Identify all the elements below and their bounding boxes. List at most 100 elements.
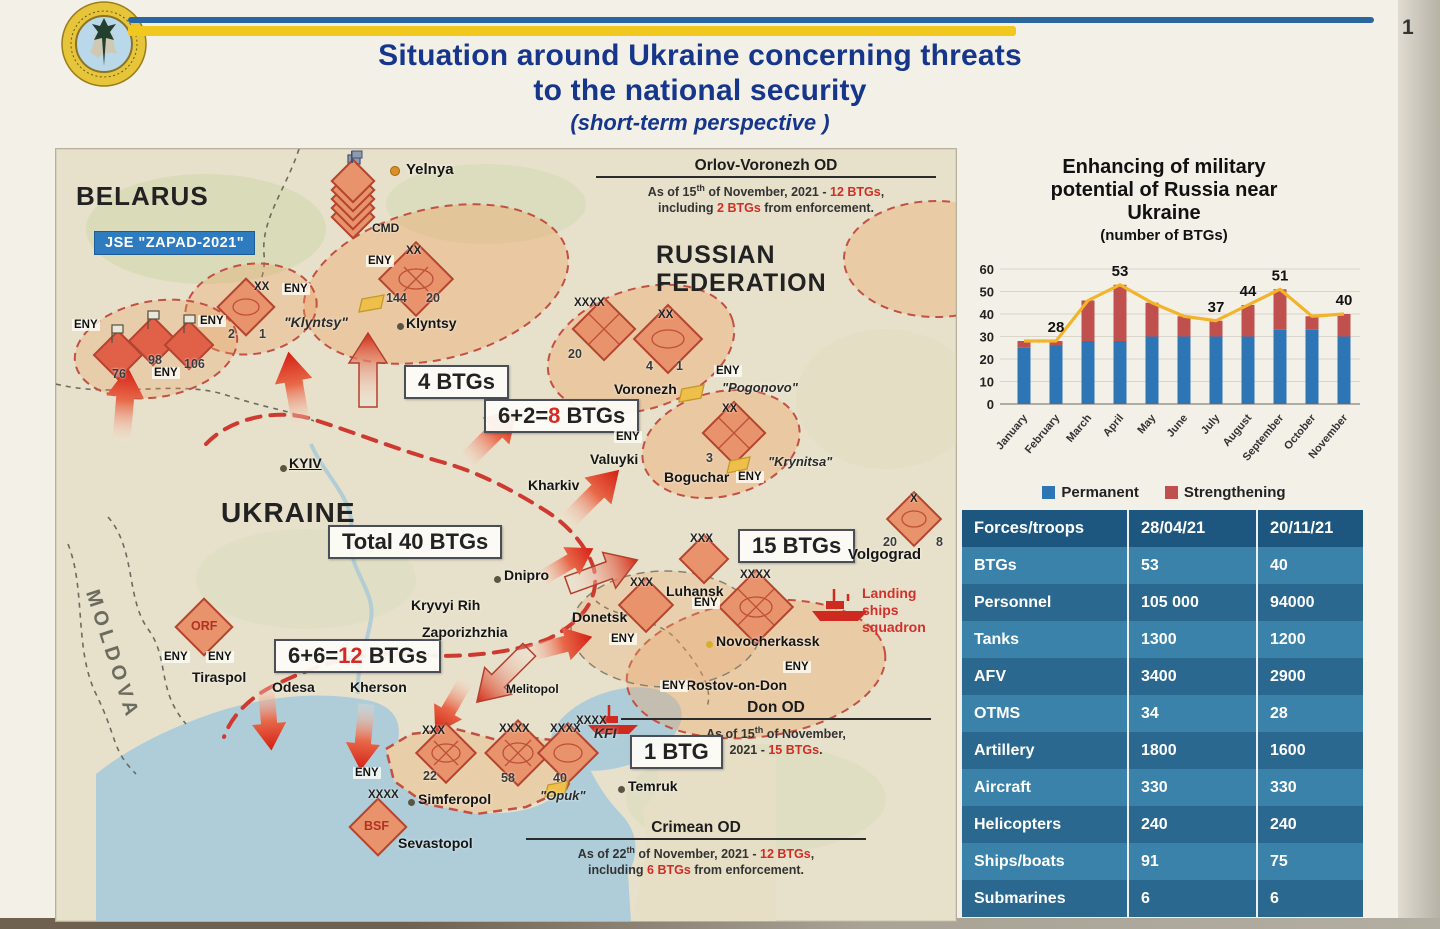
echelon-xxx: XXX xyxy=(630,577,654,589)
city-kyiv: KYIV xyxy=(289,455,322,471)
callout-title: Don OD xyxy=(621,699,931,720)
map-panel: BELARUS UKRAINE RUSSIAN FEDERATION MOLDO… xyxy=(55,148,957,922)
flag-icon-top xyxy=(351,150,363,163)
area-pogonovo: "Pogonovo" xyxy=(722,380,798,395)
city-kryvyi-rih: Kryvyi Rih xyxy=(411,597,481,613)
eny-label: ENY xyxy=(366,255,394,267)
box-8-btgs: 6+2=8 BTGs xyxy=(484,399,640,433)
eny-label: ENY xyxy=(692,597,720,609)
unit-number: 1 xyxy=(259,327,266,341)
table-row: Tanks 1300 1200 xyxy=(962,621,1363,658)
callout-crimean: Crimean OD As of 22th of November, 2021 … xyxy=(526,819,866,878)
table-row: Helicopters 240 240 xyxy=(962,806,1363,843)
table-row: Ships/boats 91 75 xyxy=(962,843,1363,880)
cell-label: Personnel xyxy=(962,584,1129,621)
data-label: 40 xyxy=(1336,292,1353,309)
label-cmd: CMD xyxy=(372,221,400,235)
forces-table: Forces/troops 28/04/21 20/11/21 BTGs 53 40… xyxy=(962,510,1363,917)
cell-label: Submarines xyxy=(962,880,1129,917)
cell-label: AFV xyxy=(962,658,1129,695)
unit-markers xyxy=(92,150,943,857)
y-tick-label: 0 xyxy=(987,397,994,412)
bar-strengthening xyxy=(1273,289,1287,330)
y-tick-label: 40 xyxy=(980,307,994,322)
label-russia-2: FEDERATION xyxy=(656,269,827,297)
city-luhansk: Luhansk xyxy=(666,583,724,599)
cell-label: Artillery xyxy=(962,732,1129,769)
strengthening-swatch xyxy=(1164,486,1178,499)
cell-label: Tanks xyxy=(962,621,1129,658)
bar-permanent xyxy=(1337,336,1351,404)
permanent-swatch xyxy=(1042,486,1056,499)
cell-value: 1300 xyxy=(1129,621,1258,658)
forces-table-body: BTGs 53 40 Personnel 105 000 94000 Tanks 1300 12… xyxy=(962,547,1363,917)
page-number: 1 xyxy=(1402,16,1414,39)
chart-title: Enhancing of military potential of Russi… xyxy=(968,156,1360,246)
cell-value: 3400 xyxy=(1129,658,1258,695)
echelon-xxx: XXX xyxy=(422,725,446,737)
y-tick-label: 10 xyxy=(980,375,994,390)
y-tick-label: 60 xyxy=(980,262,994,277)
cell-label: Aircraft xyxy=(962,769,1129,806)
month-label: August xyxy=(1221,412,1255,449)
echelon-xxxx: XXXX xyxy=(740,569,771,581)
echelon-x: X xyxy=(910,493,918,505)
city-valuyki: Valuyki xyxy=(590,451,639,467)
title-line-2: to the national security xyxy=(533,74,867,107)
bar-strengthening xyxy=(1209,320,1223,337)
title-line-1: Situation around Ukraine concerning thre… xyxy=(378,39,1022,72)
city-kherson: Kherson xyxy=(350,679,407,695)
chart-title-line: potential of Russia near xyxy=(1050,179,1278,201)
ship-icon-kfi xyxy=(588,705,638,734)
echelon-xx: XX xyxy=(658,309,674,321)
eny-label: ENY xyxy=(614,431,642,443)
data-label: 44 xyxy=(1240,283,1257,300)
data-label: 53 xyxy=(1112,263,1129,280)
black-sea xyxy=(96,695,636,921)
data-label: 51 xyxy=(1272,267,1289,284)
unit-number: 20 xyxy=(426,291,440,305)
flag-icons xyxy=(111,310,196,343)
cell-value: 330 xyxy=(1129,769,1258,806)
bar-permanent xyxy=(1209,336,1223,404)
data-label: 37 xyxy=(1208,299,1225,316)
city-zaporizhzhia: Zaporizhzhia xyxy=(422,624,508,640)
training-area-markers xyxy=(358,294,751,798)
month-label: March xyxy=(1064,412,1094,445)
box-12-btgs: 6+6=12 BTGs xyxy=(274,639,442,673)
legend-permanent: Permanent xyxy=(1042,484,1139,501)
area-klyntsy: "Klyntsy" xyxy=(284,314,348,330)
bar-strengthening xyxy=(1145,302,1159,337)
city-simferopol: Simferopol xyxy=(418,791,492,807)
eny-label: ENY xyxy=(736,471,764,483)
chart-title-line: Enhancing of military xyxy=(1062,156,1266,178)
legend-strengthening: Strengthening xyxy=(1164,484,1286,501)
cell-label: OTMS xyxy=(962,695,1129,732)
unit-number: 3 xyxy=(706,451,713,465)
y-tick-label: 30 xyxy=(980,330,994,345)
month-label: June xyxy=(1165,412,1191,439)
cell-label: BTGs xyxy=(962,547,1129,584)
cell-value: 91 xyxy=(1129,843,1258,880)
bar-strengthening xyxy=(1113,284,1127,341)
bar-strengthening xyxy=(1305,316,1319,330)
table-row: AFV 3400 2900 xyxy=(962,658,1363,695)
city-dot xyxy=(390,166,400,176)
y-tick-label: 20 xyxy=(980,352,994,367)
bar-permanent xyxy=(1145,336,1159,404)
cell-value: 94000 xyxy=(1270,593,1315,611)
bar-strengthening xyxy=(1241,305,1255,337)
echelon-xxxx: XXXX xyxy=(368,789,399,801)
intelligence-agency-logo xyxy=(61,1,147,87)
city-rostov: Rostov-on-Don xyxy=(686,677,788,693)
label-kfi: KFI xyxy=(594,725,617,741)
unit-number: 8 xyxy=(936,535,943,549)
label-ukraine: UKRAINE xyxy=(221,497,356,528)
unit-number: 40 xyxy=(553,771,567,785)
callout-orlov-voronezh: Orlov-Voronezh OD As of 15th of November… xyxy=(596,157,936,216)
city-donetsk: Donetsk xyxy=(572,609,628,625)
callout-title: Orlov-Voronezh OD xyxy=(596,157,936,178)
eny-label: ENY xyxy=(162,651,190,663)
city-kharkiv: Kharkiv xyxy=(528,477,580,493)
